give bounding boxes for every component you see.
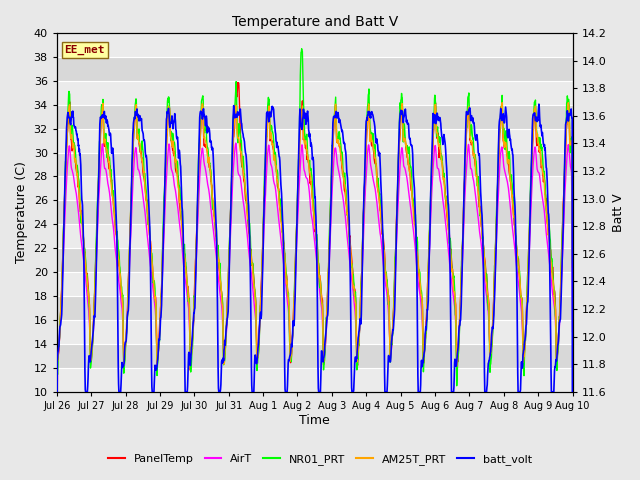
- PanelTemp: [53, 406, 61, 412]
- batt_volt: [535, 101, 543, 107]
- AirT: [569, 329, 577, 335]
- batt_volt: [145, 216, 153, 222]
- batt_volt: [156, 336, 163, 342]
- PanelTemp: [202, 144, 209, 150]
- Y-axis label: Temperature (C): Temperature (C): [15, 161, 28, 264]
- batt_volt: [202, 123, 209, 129]
- AM25T_PRT: [53, 406, 61, 412]
- Bar: [57, 224, 573, 248]
- AirT: [500, 167, 508, 173]
- PanelTemp: [234, 80, 242, 85]
- AM25T_PRT: [500, 139, 508, 144]
- X-axis label: Time: Time: [300, 414, 330, 427]
- AM25T_PRT: [145, 228, 153, 234]
- Line: batt_volt: batt_volt: [57, 104, 573, 480]
- Bar: [57, 129, 573, 153]
- AirT: [53, 428, 61, 433]
- NR01_PRT: [444, 201, 451, 206]
- Bar: [57, 296, 573, 320]
- NR01_PRT: [53, 413, 61, 419]
- AM25T_PRT: [202, 138, 209, 144]
- AirT: [249, 286, 257, 291]
- Bar: [57, 344, 573, 368]
- AirT: [232, 140, 239, 146]
- Bar: [57, 81, 573, 105]
- Bar: [57, 248, 573, 272]
- AM25T_PRT: [569, 264, 577, 270]
- PanelTemp: [444, 216, 451, 221]
- PanelTemp: [249, 262, 257, 267]
- Bar: [57, 201, 573, 224]
- Bar: [57, 272, 573, 296]
- Bar: [57, 33, 573, 57]
- batt_volt: [500, 120, 508, 126]
- Text: EE_met: EE_met: [65, 45, 105, 55]
- PanelTemp: [156, 332, 163, 338]
- AM25T_PRT: [443, 210, 451, 216]
- Line: NR01_PRT: NR01_PRT: [57, 49, 573, 416]
- NR01_PRT: [569, 260, 577, 266]
- NR01_PRT: [145, 224, 153, 229]
- AM25T_PRT: [248, 264, 256, 269]
- Bar: [57, 177, 573, 201]
- Line: AM25T_PRT: AM25T_PRT: [57, 103, 573, 409]
- NR01_PRT: [298, 46, 305, 52]
- Bar: [57, 320, 573, 344]
- PanelTemp: [500, 146, 508, 152]
- NR01_PRT: [248, 261, 256, 267]
- Bar: [57, 368, 573, 392]
- AM25T_PRT: [156, 336, 163, 342]
- Bar: [57, 105, 573, 129]
- AM25T_PRT: [564, 100, 572, 106]
- PanelTemp: [569, 264, 577, 270]
- Title: Temperature and Batt V: Temperature and Batt V: [232, 15, 398, 29]
- AirT: [145, 254, 153, 260]
- AirT: [444, 237, 451, 243]
- Line: AirT: AirT: [57, 143, 573, 431]
- AirT: [156, 339, 163, 345]
- Bar: [57, 57, 573, 81]
- Y-axis label: Batt V: Batt V: [612, 193, 625, 232]
- batt_volt: [248, 389, 256, 395]
- Legend: PanelTemp, AirT, NR01_PRT, AM25T_PRT, batt_volt: PanelTemp, AirT, NR01_PRT, AM25T_PRT, ba…: [104, 450, 536, 469]
- Bar: [57, 153, 573, 177]
- Line: PanelTemp: PanelTemp: [57, 83, 573, 409]
- NR01_PRT: [202, 121, 209, 127]
- PanelTemp: [145, 232, 153, 238]
- NR01_PRT: [500, 141, 508, 147]
- AirT: [202, 168, 209, 173]
- NR01_PRT: [156, 340, 163, 346]
- batt_volt: [443, 173, 451, 179]
